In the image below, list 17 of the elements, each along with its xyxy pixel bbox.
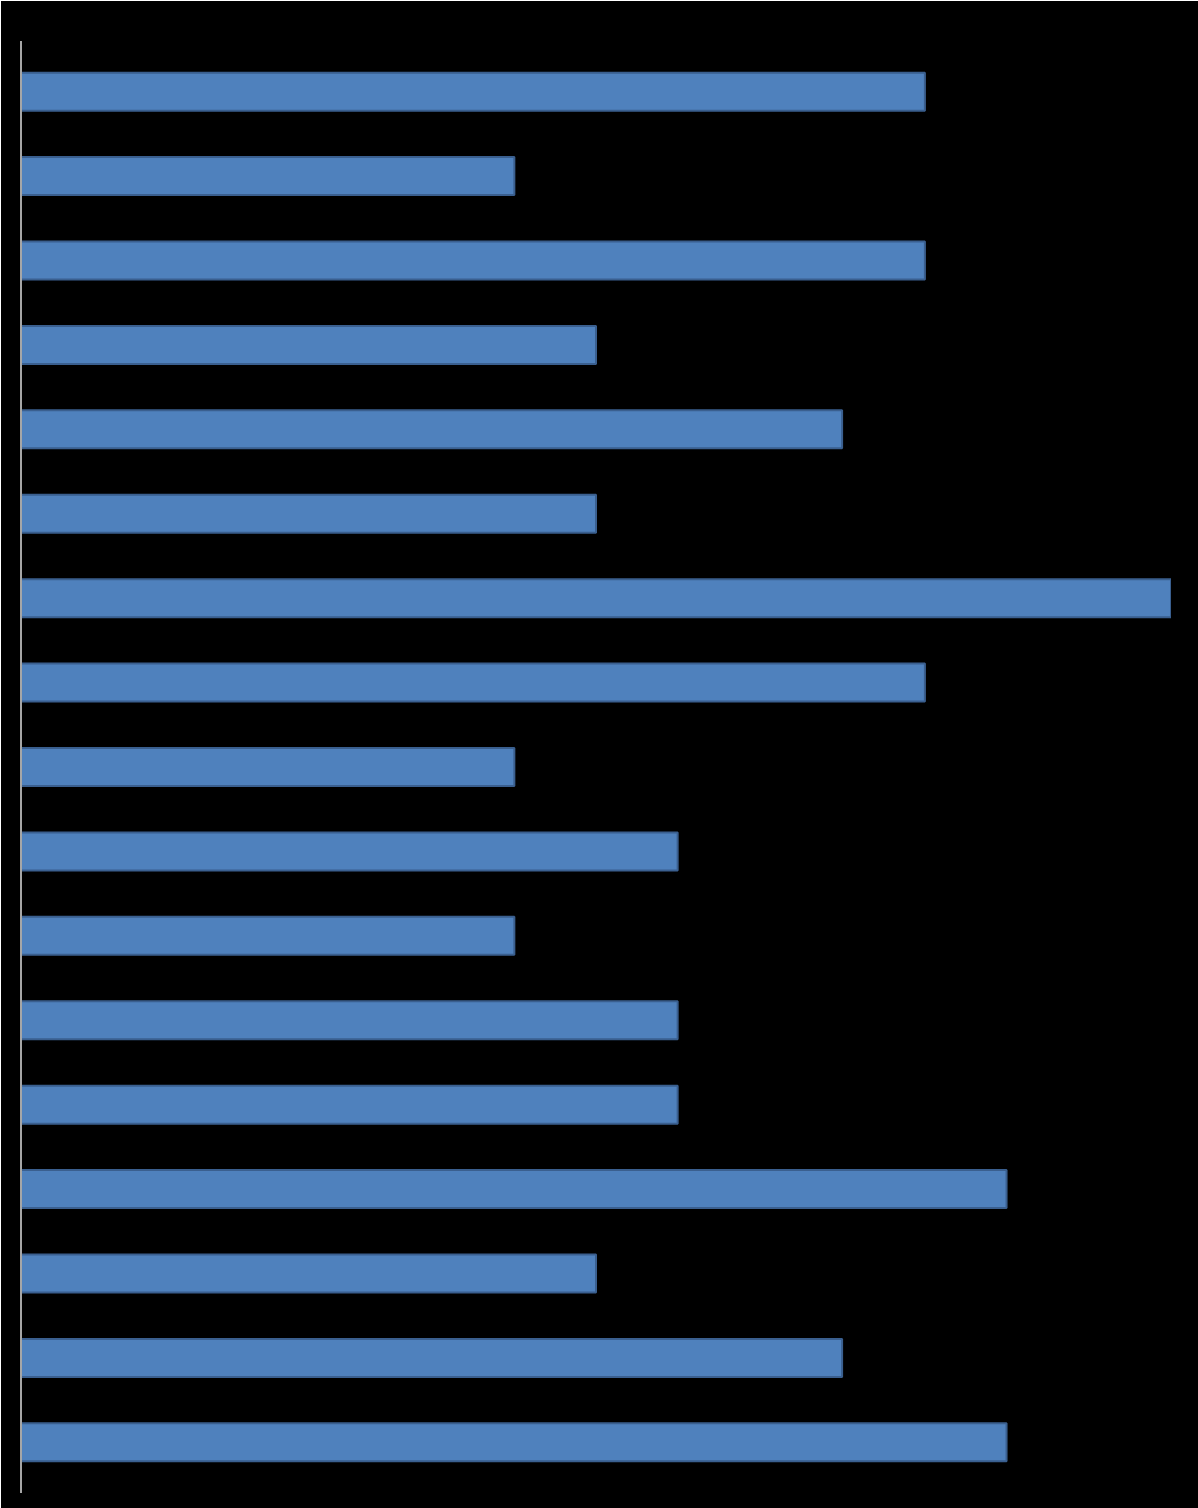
bar [21,1000,679,1041]
bar [21,915,516,956]
bar [21,747,516,787]
bar [21,240,926,281]
bar [21,831,679,872]
bar [21,409,844,450]
bar [21,156,516,197]
bar [21,662,926,703]
bar [21,71,926,112]
bar [21,493,597,534]
bar [21,1169,1008,1210]
bar [21,324,597,365]
bar [21,578,1171,619]
bar [21,1337,844,1378]
bar [21,1422,1008,1463]
bar [21,1253,597,1294]
bar [21,1084,679,1125]
